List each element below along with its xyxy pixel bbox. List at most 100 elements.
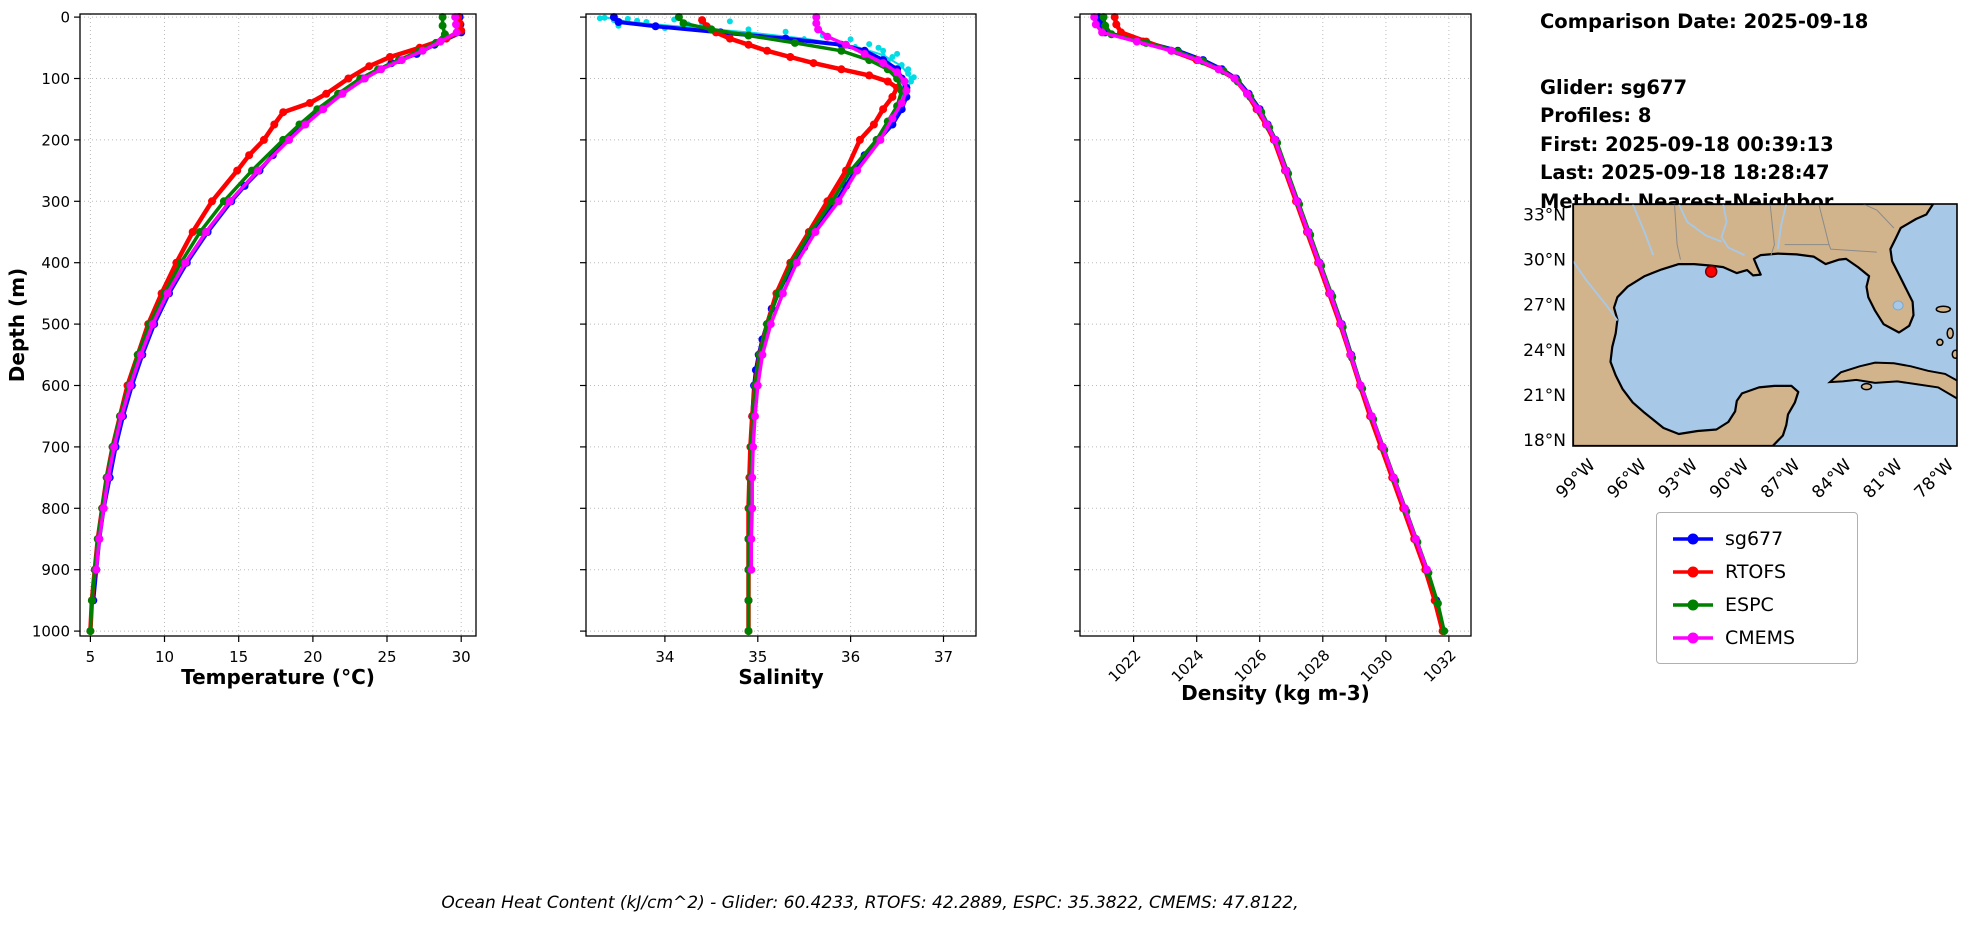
x-axis: 5 10 15 20 25 30 — [86, 636, 471, 666]
x-tick-label: 10 — [155, 648, 174, 666]
x-tick-label: 25 — [377, 648, 396, 666]
map-river — [1573, 260, 1619, 322]
first-profile-time-text: First: 2025-09-18 00:39:13 — [1540, 132, 1834, 156]
y-tick-label: 100 — [41, 70, 70, 88]
x-tick-label: 37 — [934, 648, 953, 666]
map-island — [1860, 382, 1873, 391]
salinity-chart-svg: 34 35 36 37 Salinity — [580, 13, 977, 689]
map-state-border — [1818, 204, 1830, 245]
y-tick-label: 800 — [41, 500, 70, 518]
x-tick-label: 34 — [655, 648, 674, 666]
y-tick-label: 300 — [41, 193, 70, 211]
x-axis-label: Density (kg m-3) — [1181, 681, 1370, 705]
map-state-border — [1769, 204, 1775, 256]
grid-lines — [80, 14, 476, 636]
legend-item-rtofs: RTOFS — [1671, 555, 1843, 588]
x-tick-label: 1028 — [1294, 646, 1334, 686]
x-axis: 1022 1024 1026 1028 1030 1032 — [1105, 636, 1460, 686]
legend-line-dot-icon — [1673, 599, 1713, 610]
y-axis: 0 100 200 300 400 500 600 700 800 900 1000 — [32, 9, 80, 641]
grid-lines — [586, 14, 976, 636]
map-frame — [1572, 203, 1958, 447]
map-lat-label: 27°N — [1523, 296, 1566, 316]
legend-line-dot-icon — [1673, 632, 1713, 643]
x-tick-label: 5 — [86, 648, 96, 666]
series-sg677 — [1094, 13, 1441, 605]
map-state-border — [1862, 204, 1895, 229]
legend-label: CMEMS — [1725, 626, 1796, 649]
salinity-profile-chart: 34 35 36 37 Salinity — [520, 0, 990, 724]
map-lat-label: 30°N — [1523, 251, 1566, 271]
series-CMEMS — [1090, 13, 1431, 574]
y-tick-label: 600 — [41, 377, 70, 395]
comparison-date-text: Comparison Date: 2025-09-18 — [1540, 10, 1869, 33]
map-lon-label: 90°W — [1706, 455, 1753, 502]
map-state-border — [1784, 244, 1877, 253]
series-CMEMS — [92, 13, 461, 574]
x-tick-label: 1022 — [1105, 646, 1145, 686]
map-river — [1631, 204, 1655, 256]
y-tick-label: 0 — [60, 9, 70, 27]
map-island — [1951, 349, 1957, 360]
series-RTOFS — [698, 16, 902, 636]
profiles-count-text: Profiles: 8 — [1540, 104, 1652, 127]
y-tick-label: 700 — [41, 438, 70, 456]
series-sg677 — [609, 13, 911, 605]
density-profile-chart: 1022 1024 1026 1028 1030 1032 Density (kg m-3) — [1014, 0, 1484, 724]
legend-label: RTOFS — [1725, 560, 1787, 583]
y-axis — [580, 16, 586, 632]
y-tick-label: 400 — [41, 254, 70, 272]
x-tick-label: 35 — [748, 648, 767, 666]
last-profile-time-text: Last: 2025-09-18 18:28:47 — [1540, 161, 1830, 184]
y-tick-label: 900 — [41, 561, 70, 579]
map-lon-label: 84°W — [1808, 455, 1855, 502]
x-axis-label: Temperature (°C) — [181, 665, 375, 689]
map-lon-label: 87°W — [1757, 455, 1804, 502]
legend-item-espc: ESPC — [1671, 588, 1843, 621]
x-tick-label: 1032 — [1420, 646, 1460, 686]
ocean-heat-content-caption: Ocean Heat Content (kJ/cm^2) - Glider: 6… — [441, 893, 1299, 913]
location-map: 33°N 30°N 27°N 24°N 21°N 18°N 99°W 96°W 93°W 90°W… — [1500, 198, 1987, 514]
map-island — [1946, 327, 1954, 340]
map-lat-label: 24°N — [1523, 341, 1566, 361]
x-axis: 34 35 36 37 — [655, 636, 953, 666]
x-tick-label: 1024 — [1168, 646, 1208, 686]
series-ESPC — [1099, 13, 1449, 636]
legend-label: ESPC — [1725, 593, 1774, 616]
plot-frame — [79, 13, 477, 637]
map-lon-label: 93°W — [1655, 455, 1702, 502]
legend-line-dot-icon — [1673, 533, 1713, 544]
x-tick-label: 1030 — [1357, 646, 1397, 686]
temperature-profile-chart: 5 10 15 20 25 30 0 100 200 300 400 500 600 700 800 900 1… — [0, 0, 520, 724]
map-lon-label: 81°W — [1859, 455, 1906, 502]
map-lon-label: 78°W — [1911, 455, 1958, 502]
plot-frame — [585, 13, 977, 637]
plot-frame — [1079, 13, 1472, 637]
x-tick-label: 36 — [841, 648, 860, 666]
temperature-chart-svg: 5 10 15 20 25 3001002003004005006007008009001… — [5, 9, 477, 689]
map-land-cuba — [1827, 361, 1957, 400]
x-tick-label: 20 — [303, 648, 322, 666]
map-lat-label: 18°N — [1523, 431, 1566, 451]
legend-item-sg677: sg677 — [1671, 522, 1843, 555]
map-river — [1776, 204, 1788, 250]
map-lon-label: 96°W — [1603, 455, 1650, 502]
legend-label: sg677 — [1725, 527, 1784, 550]
x-tick-label: 1026 — [1231, 646, 1271, 686]
density-chart-svg: 1022 1024 1026 1028 1030 1032 Density (kg m-3) — [1074, 13, 1472, 705]
legend: sg677 RTOFS ESPC CMEMS — [1656, 512, 1858, 664]
info-panel: Comparison Date: 2025-09-18 Glider: sg67… — [1540, 8, 1940, 216]
legend-line-dot-icon — [1673, 566, 1713, 577]
glider-name-text: Glider: sg677 — [1540, 75, 1688, 99]
y-tick-label: 500 — [41, 316, 70, 334]
map-river — [1677, 204, 1722, 243]
legend-item-cmems: CMEMS — [1671, 621, 1843, 654]
x-axis-label: Salinity — [738, 665, 823, 689]
grid-lines — [1080, 14, 1471, 636]
map-island — [1935, 305, 1952, 313]
y-axis — [1074, 16, 1080, 632]
y-axis-label: Depth (m) — [5, 268, 29, 382]
map-lat-label: 33°N — [1523, 206, 1566, 226]
y-tick-label: 1000 — [32, 623, 70, 641]
x-tick-label: 30 — [452, 648, 471, 666]
